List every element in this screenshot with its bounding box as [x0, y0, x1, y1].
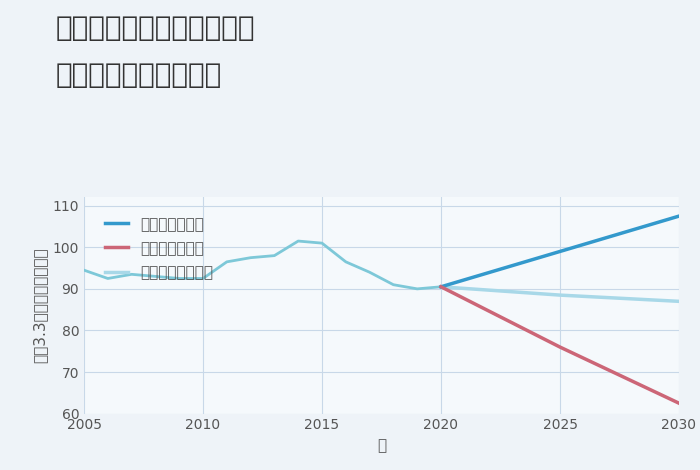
Y-axis label: 坪（3.3㎡）単価（万円）: 坪（3.3㎡）単価（万円）: [32, 248, 47, 363]
Text: 千葉県市原市五井中央西の: 千葉県市原市五井中央西の: [56, 14, 255, 42]
X-axis label: 年: 年: [377, 438, 386, 453]
Legend: グッドシナリオ, バッドシナリオ, ノーマルシナリオ: グッドシナリオ, バッドシナリオ, ノーマルシナリオ: [97, 209, 221, 288]
Text: 中古戸建ての価格推移: 中古戸建ての価格推移: [56, 61, 223, 89]
